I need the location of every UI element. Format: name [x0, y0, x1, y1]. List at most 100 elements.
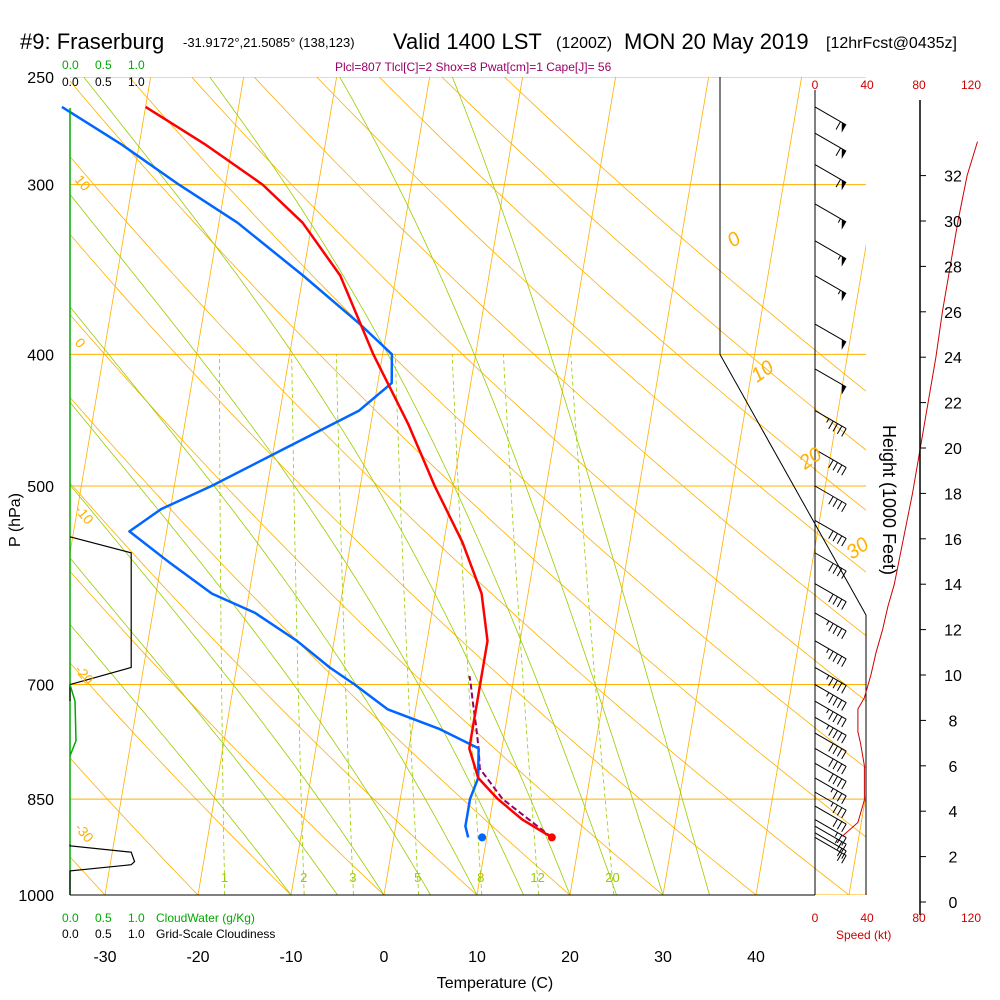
indices-text: Plcl=807 Tlcl[C]=2 Shox=8 Pwat[cm]=1 Cap…	[335, 60, 612, 74]
wind-barb-staff	[814, 583, 847, 603]
pressure-tick-label: 300	[27, 178, 54, 195]
wind-barb-feather	[828, 677, 834, 686]
wind-barb	[814, 203, 847, 230]
wind-barb-staff	[814, 732, 847, 752]
wind-barb	[814, 832, 847, 859]
diagonal-edge	[719, 354, 867, 616]
wind-barb-feather	[832, 804, 838, 814]
wind-barb-feather	[828, 694, 834, 704]
moist-adiabat-line	[70, 401, 431, 895]
mixing-ratio-line	[394, 354, 419, 895]
wind-barb-feather	[828, 496, 834, 505]
wind-barb-feather	[835, 179, 841, 188]
moist-adiabat-line	[70, 623, 292, 895]
wind-barb-feather	[836, 716, 843, 725]
wind-barb-feather	[841, 766, 847, 775]
wind-barb-feather	[841, 570, 847, 579]
wind-barb-staff	[814, 805, 847, 825]
height-tick-label: 14	[944, 577, 962, 594]
wind-barb-feather	[841, 781, 847, 790]
dry-adiabat-line	[379, 77, 866, 511]
dry-adiabat-line	[0, 77, 12, 895]
wind-barb-feather	[828, 459, 834, 469]
wind-barb-staff	[814, 762, 847, 782]
wind-barb	[814, 552, 847, 579]
dry-adiabat-line	[253, 77, 866, 637]
wind-barb-feather	[841, 837, 847, 846]
cloud-scale-tick: 0.5	[95, 75, 112, 89]
wind-barb-feather	[841, 823, 847, 833]
dry-adiabat-line	[70, 396, 571, 895]
isotherm-line	[290, 77, 431, 895]
wind-barb	[814, 716, 847, 744]
isotherm-line	[476, 77, 617, 895]
pressure-tick-label: 1000	[18, 888, 54, 905]
height-tick-label: 18	[944, 486, 962, 503]
height-tick-label: 12	[944, 623, 962, 640]
wind-barb-feather	[841, 855, 847, 864]
wind-barb-feather	[841, 735, 847, 744]
wind-barb-feather	[832, 462, 838, 471]
wind-barb-feather	[828, 563, 834, 572]
mixing-ratio-label: 12	[530, 870, 544, 885]
left-isotherm-label: -30	[72, 820, 97, 846]
wind-barb-half-feather	[834, 838, 838, 844]
wind-barb-half-feather	[830, 802, 834, 807]
dry-adiabat-line	[504, 77, 866, 392]
cloud-scale-tick: 1.0	[128, 75, 145, 89]
isotherm-line	[662, 77, 803, 895]
wind-barb-half-feather	[837, 290, 841, 295]
height-tick-label: 22	[944, 396, 962, 413]
wind-barb-staff	[814, 203, 847, 223]
temperature-tick-label: 10	[468, 949, 486, 966]
wind-barb-feather	[832, 680, 838, 689]
wind-barb-feather	[832, 533, 838, 542]
wind-barb-staff	[814, 667, 847, 686]
wind-barb-staff	[814, 640, 847, 660]
wind-speed-tick-bottom: 80	[912, 911, 926, 925]
wind-barb-feather	[836, 628, 843, 637]
cloudwater-label: CloudWater (g/Kg)	[156, 911, 255, 925]
data-layer	[61, 105, 556, 842]
dry-adiabat-line	[70, 757, 199, 895]
theta-label: 20	[794, 443, 826, 474]
wind-barb	[814, 805, 847, 833]
wind-barb-staff	[814, 777, 847, 797]
temperature-tick-label: -10	[279, 949, 302, 966]
height-tick-label: 24	[944, 350, 962, 367]
height-tick-label: 2	[949, 850, 958, 867]
wind-barb-half-feather	[834, 832, 838, 837]
x-axis-label: Temperature (C)	[437, 975, 553, 992]
wind-barb-half-feather	[826, 675, 830, 680]
wind-barb-half-feather	[826, 620, 830, 626]
moist-adiabat-line	[209, 77, 617, 895]
grid-layer: 1 2 3 5 8 12 20	[0, 77, 867, 896]
wind-barb-feather	[836, 793, 843, 802]
mixing-ratio-label: 1	[221, 870, 228, 885]
cloud-scale-tick: 0.5	[95, 911, 112, 925]
valid-time: Valid 1400 LST	[393, 29, 542, 54]
wind-barb	[814, 762, 847, 790]
cloud-scale-tick: 0.0	[62, 927, 79, 941]
left-isotherm-label: 0	[72, 335, 89, 351]
mixing-ratio-line	[451, 354, 483, 895]
wind-barb	[814, 819, 847, 846]
moist-adiabat-line	[83, 77, 571, 895]
wind-barb-feather	[828, 651, 834, 660]
wind-barb	[814, 612, 847, 639]
wind-speed-label: Speed (kt)	[836, 928, 891, 942]
wind-barb-feather	[832, 730, 838, 739]
height-tick-label: 20	[944, 441, 962, 458]
wind-barb-staff	[814, 275, 847, 294]
wind-barb-flag	[841, 339, 847, 350]
wind-barb-feather	[836, 699, 843, 709]
wind-barb-feather	[841, 428, 847, 437]
wind-barb-feather	[835, 121, 841, 130]
wind-barb-feather	[832, 697, 838, 706]
wind-barb-flag	[841, 122, 847, 133]
wind-barb-staff	[814, 684, 847, 703]
wind-barb-feather	[828, 773, 834, 782]
wind-barb-staff	[814, 612, 847, 632]
wind-barb	[814, 732, 847, 760]
moist-adiabat-line	[451, 77, 710, 895]
